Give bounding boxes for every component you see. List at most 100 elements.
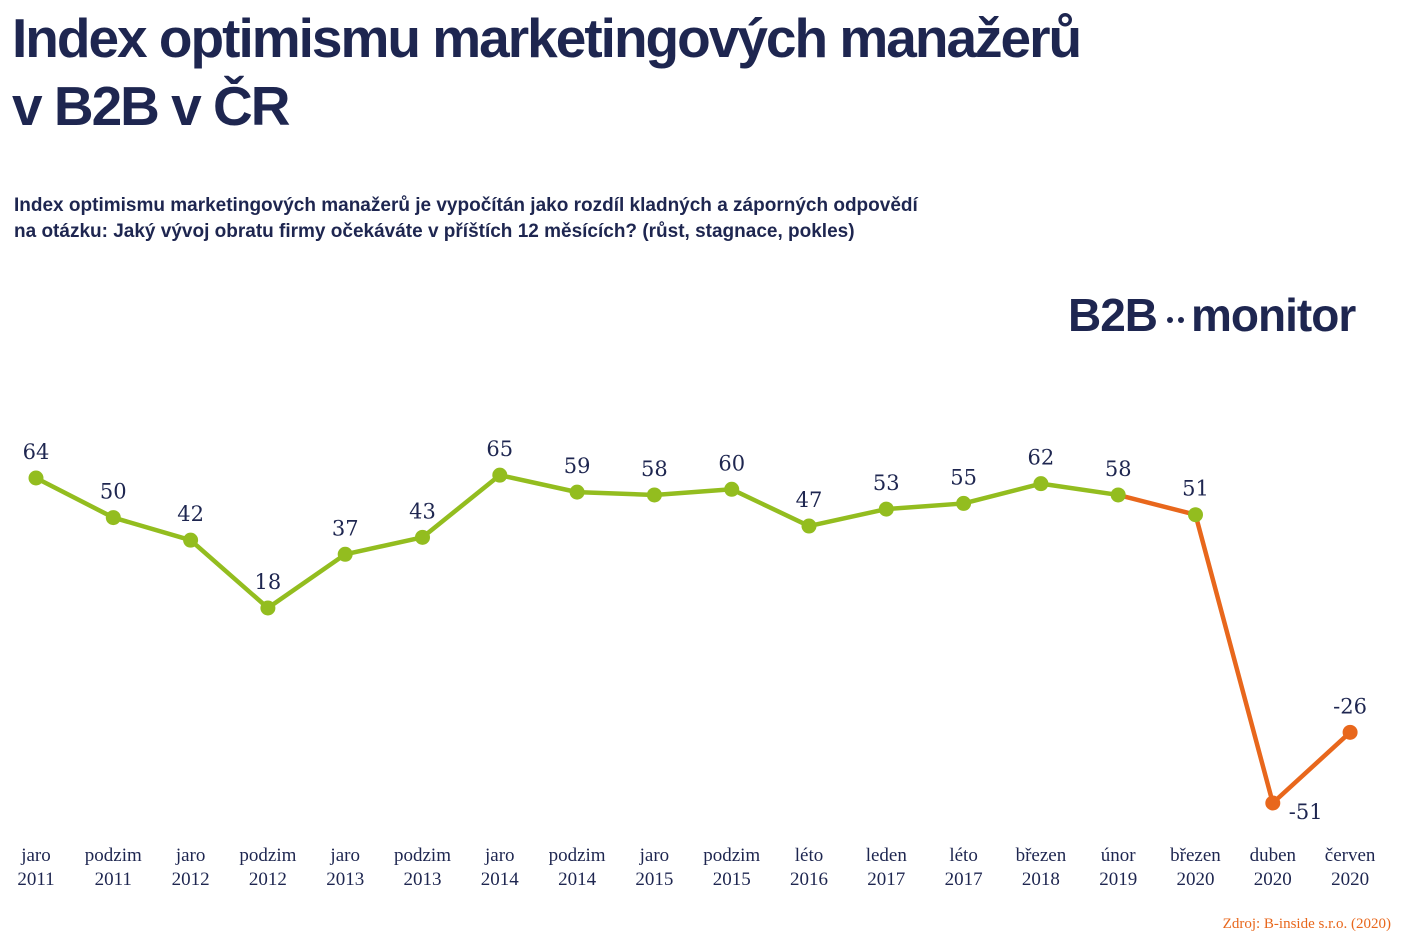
x-tick-label: jaro	[639, 845, 670, 866]
data-label: 58	[1105, 457, 1132, 481]
data-label: 50	[100, 480, 127, 504]
data-point	[724, 481, 740, 497]
source-note: Zdroj: B-inside s.r.o. (2020)	[1222, 916, 1391, 932]
series-line-segment	[1193, 512, 1276, 806]
data-point	[569, 484, 585, 500]
x-tick-label-year: 2020	[1177, 869, 1215, 890]
x-tick-label: jaro	[484, 845, 515, 866]
subtitle-line-1: Index optimismu marketingových manažerů …	[14, 195, 918, 216]
data-label: 55	[950, 465, 977, 489]
x-tick-label-year: 2014	[558, 869, 597, 890]
x-tick-label: leden	[866, 845, 908, 866]
data-point	[1342, 724, 1358, 740]
x-tick-label: jaro	[175, 845, 206, 866]
series-line-segment	[961, 481, 1044, 506]
subtitle-line-2: na otázku: Jaký vývoj obratu firmy očeká…	[14, 221, 855, 242]
x-tick-label: jaro	[20, 845, 51, 866]
x-tick-label-year: 2015	[713, 869, 751, 890]
series-line-segment	[420, 472, 503, 540]
series-line-segment	[1038, 481, 1121, 498]
x-tick-label: jaro	[329, 845, 360, 866]
data-label: 60	[718, 451, 745, 475]
data-label: -51	[1289, 800, 1323, 824]
series-line-segment	[1270, 730, 1353, 806]
x-tick-label-year: 2019	[1099, 869, 1137, 890]
chart-subtitle: Index optimismu marketingových manažerů …	[14, 193, 1014, 245]
x-tick-label-year: 2013	[404, 869, 442, 890]
data-label: 64	[23, 440, 50, 464]
x-tick-label-year: 2016	[790, 869, 828, 890]
data-point	[492, 467, 508, 483]
x-tick-label-year: 2013	[326, 869, 364, 890]
x-tick-label: podzim	[85, 845, 142, 866]
data-label: 65	[486, 437, 513, 461]
series-line-segment	[652, 487, 734, 498]
data-label: 43	[409, 499, 436, 523]
data-label: 53	[873, 471, 900, 495]
data-label: -26	[1333, 694, 1367, 718]
x-tick-label: podzim	[549, 845, 606, 866]
data-point	[28, 470, 44, 486]
x-tick-label: únor	[1101, 845, 1137, 866]
data-label: 37	[332, 516, 359, 540]
x-tick-label-year: 2017	[867, 869, 905, 890]
x-tick-label-year: 2012	[249, 869, 287, 890]
x-tick-label: podzim	[703, 845, 760, 866]
data-label: 47	[796, 488, 823, 512]
x-tick-label-year: 2018	[1022, 869, 1060, 890]
series-line-segment	[1115, 492, 1198, 517]
x-tick-label: léto	[795, 845, 824, 866]
data-point	[956, 495, 972, 511]
logo-text-monitor: monitor	[1191, 289, 1356, 341]
x-tick-label-year: 2014	[481, 869, 520, 890]
series-line-segment	[497, 472, 580, 495]
series-line-segment	[574, 489, 657, 498]
logo-dots-icon	[1157, 309, 1191, 329]
x-tick-label-year: 2012	[172, 869, 210, 890]
data-point	[1265, 795, 1281, 811]
data-point	[1188, 507, 1203, 523]
data-point	[415, 529, 430, 545]
x-tick-label: podzim	[239, 845, 296, 866]
data-label: 59	[564, 454, 591, 478]
data-point	[801, 518, 817, 534]
series-line-segment	[342, 535, 425, 557]
data-point	[183, 532, 199, 548]
data-label: 18	[255, 570, 282, 594]
x-tick-label: březen	[1016, 845, 1067, 866]
data-point	[1033, 476, 1049, 492]
series-line-segment	[111, 515, 193, 543]
x-tick-label-year: 2017	[945, 869, 983, 890]
series-line-segment	[806, 506, 889, 529]
data-point	[105, 510, 121, 526]
title-line-2: v B2B v ČR	[12, 75, 290, 137]
data-label: 42	[177, 502, 204, 526]
data-label: 62	[1028, 446, 1055, 470]
x-tick-label-year: 2020	[1331, 869, 1369, 890]
data-point	[337, 546, 353, 562]
b2b-monitor-logo: B2B monitor	[1068, 285, 1356, 345]
series-line-segment	[884, 501, 966, 512]
data-point	[878, 501, 894, 517]
x-tick-label: léto	[949, 845, 978, 866]
x-tick-label-year: 2011	[95, 869, 132, 890]
x-tick-label-year: 2011	[17, 869, 54, 890]
data-point	[1110, 487, 1126, 503]
series-line-segment	[188, 537, 271, 611]
x-tick-label: duben	[1250, 845, 1297, 866]
data-label: 51	[1182, 477, 1209, 501]
chart-title: Index optimismu marketingových manažerů …	[12, 4, 1312, 140]
title-line-1: Index optimismu marketingových manažerů	[12, 7, 1082, 69]
x-tick-label: podzim	[394, 845, 451, 866]
series-line-segment	[33, 475, 116, 520]
x-tick-label-year: 2015	[635, 869, 673, 890]
logo-text-b2b: B2B	[1068, 289, 1158, 341]
x-tick-label-year: 2020	[1254, 869, 1292, 890]
series-line-segment	[265, 552, 348, 611]
x-tick-label: červen	[1325, 845, 1376, 866]
data-label: 58	[641, 457, 668, 481]
data-point	[260, 600, 276, 616]
data-point	[646, 487, 662, 503]
series-line-segment	[729, 487, 812, 529]
